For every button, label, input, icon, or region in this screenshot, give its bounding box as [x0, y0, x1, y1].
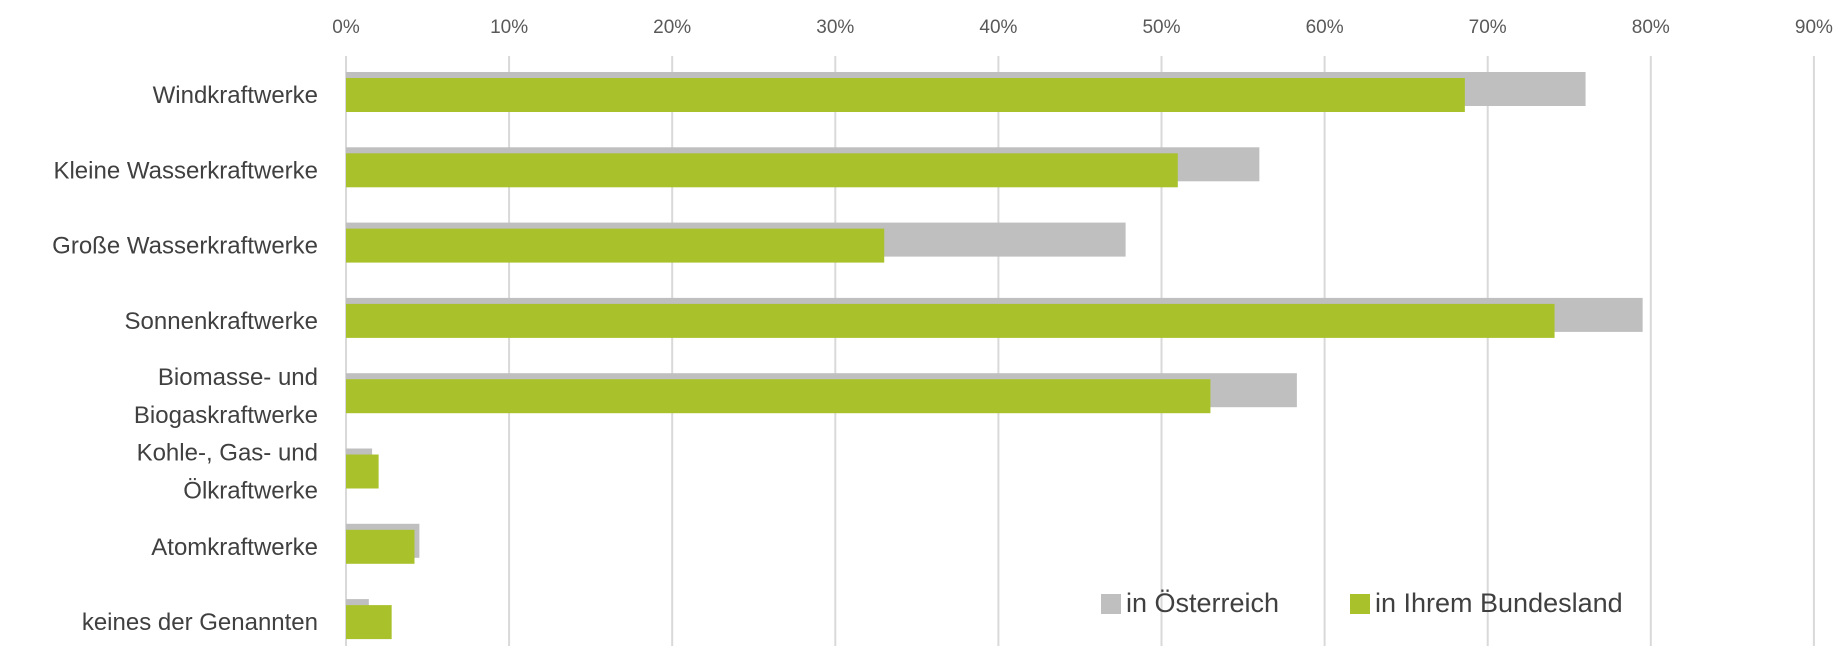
- x-tick-label: 90%: [1795, 17, 1833, 38]
- category-label: keines der Genannten: [82, 609, 318, 636]
- bar-bundesland: [346, 454, 379, 489]
- bar-bundesland: [346, 529, 415, 564]
- category-label: Windkraftwerke: [153, 82, 318, 109]
- x-tick-label: 70%: [1469, 17, 1507, 38]
- bars: [346, 72, 1643, 640]
- category-label: Große Wasserkraftwerke: [52, 233, 318, 260]
- legend-label-bundesland: in Ihrem Bundesland: [1375, 588, 1623, 618]
- category-labels: Windkraftwerke Kleine Wasserkraftwerke Gro…: [52, 82, 318, 636]
- legend-swatch-bundesland: [1350, 594, 1370, 614]
- x-axis-tick-labels: 0% 10% 20% 30% 40% 50% 60% 70% 80% 90%: [332, 17, 1833, 38]
- bar-bundesland: [346, 78, 1465, 112]
- category-label: Kleine Wasserkraftwerke: [53, 157, 318, 184]
- bar-bundesland: [346, 228, 885, 263]
- x-tick-label: 80%: [1632, 17, 1670, 38]
- legend-label-austria: in Österreich: [1126, 588, 1279, 618]
- category-label: Sonnenkraftwerke: [125, 308, 318, 335]
- gridlines: [345, 56, 1815, 646]
- category-label: Biogaskraftwerke: [134, 402, 318, 429]
- bar-bundesland: [346, 303, 1555, 338]
- x-tick-label: 0%: [332, 17, 360, 38]
- x-tick-label: 30%: [816, 17, 854, 38]
- category-label: Kohle-, Gas- und: [137, 440, 318, 467]
- category-label: Ölkraftwerke: [183, 478, 318, 505]
- category-label: Biomasse- und: [158, 364, 318, 391]
- bar-bundesland: [346, 605, 392, 640]
- legend: in Österreich in Ihrem Bundesland: [1101, 588, 1623, 618]
- bar-bundesland: [346, 153, 1178, 188]
- x-tick-label: 20%: [653, 17, 691, 38]
- category-label: Atomkraftwerke: [151, 534, 318, 561]
- x-tick-label: 40%: [979, 17, 1017, 38]
- x-tick-label: 10%: [490, 17, 528, 38]
- legend-swatch-austria: [1101, 594, 1121, 614]
- x-tick-label: 50%: [1142, 17, 1180, 38]
- x-tick-label: 60%: [1306, 17, 1344, 38]
- bar-bundesland: [346, 379, 1211, 414]
